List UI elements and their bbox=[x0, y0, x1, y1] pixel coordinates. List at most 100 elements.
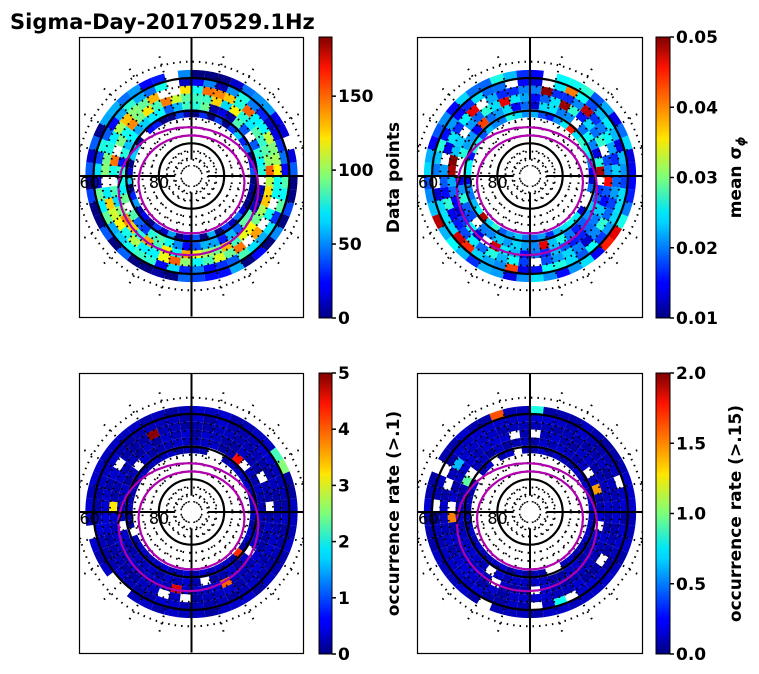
heatmap-cell bbox=[501, 573, 513, 585]
heatmap-cell bbox=[263, 221, 277, 236]
heatmap-cell bbox=[109, 501, 118, 512]
heatmap-cell bbox=[276, 549, 290, 566]
heatmap-cell bbox=[555, 107, 568, 119]
heatmap-cell bbox=[611, 176, 621, 188]
heatmap-cell bbox=[465, 545, 478, 558]
heatmap-cell bbox=[246, 98, 261, 113]
heatmap-cell bbox=[518, 85, 530, 95]
heatmap-cell bbox=[510, 576, 522, 586]
heatmap-cell bbox=[154, 107, 166, 119]
heatmap-cell bbox=[113, 567, 128, 582]
heatmap-cell bbox=[104, 141, 116, 155]
heatmap-cell bbox=[191, 242, 202, 251]
heatmap-cell bbox=[200, 438, 211, 448]
heatmap-cell bbox=[269, 225, 284, 241]
heatmap-cell bbox=[448, 154, 458, 167]
heatmap-cell bbox=[119, 529, 130, 541]
heatmap-cell bbox=[179, 85, 192, 95]
heatmap-cell bbox=[427, 135, 440, 151]
heatmap-cell bbox=[599, 571, 615, 588]
heatmap-cell bbox=[431, 512, 441, 525]
heatmap-cell bbox=[479, 440, 493, 453]
heatmap-cell bbox=[127, 104, 142, 118]
heatmap-cell bbox=[181, 101, 192, 110]
heatmap-cell bbox=[260, 100, 276, 117]
heatmap-cell bbox=[251, 581, 267, 597]
heatmap-cell bbox=[200, 102, 211, 112]
heatmap-cell bbox=[446, 466, 459, 481]
heatmap-cell bbox=[585, 575, 600, 590]
heatmap-cell bbox=[599, 436, 615, 453]
heatmap-cell bbox=[109, 521, 120, 534]
heatmap-cell bbox=[575, 426, 590, 441]
heatmap-cell bbox=[452, 106, 467, 121]
heatmap-cell bbox=[119, 112, 134, 126]
heatmap-cell bbox=[107, 235, 123, 252]
heatmap-cell bbox=[232, 241, 247, 255]
heatmap-cell bbox=[551, 252, 565, 264]
heatmap-cell bbox=[538, 102, 550, 112]
heatmap-cell bbox=[223, 583, 237, 596]
auroral-oval-equatorward bbox=[455, 126, 599, 257]
heatmap-cell bbox=[587, 474, 599, 487]
heatmap-cell bbox=[232, 433, 247, 447]
heatmap-cell bbox=[210, 96, 224, 108]
heatmap-cell bbox=[519, 93, 530, 103]
heatmap-cell bbox=[530, 421, 542, 431]
heatmap-cell bbox=[113, 106, 128, 121]
heatmap-cell bbox=[191, 405, 206, 415]
heatmap-cell bbox=[269, 561, 284, 577]
heatmap-cell bbox=[228, 440, 242, 453]
heatmap-cell bbox=[599, 235, 615, 252]
heatmap-cell bbox=[530, 242, 540, 251]
heatmap-cell bbox=[260, 144, 272, 157]
heatmap-cell bbox=[263, 490, 274, 503]
heatmap-cell bbox=[588, 448, 602, 462]
heatmap-cell bbox=[111, 480, 123, 493]
heatmap-cell bbox=[539, 430, 552, 440]
colorbar-tick-label: 0.03 bbox=[676, 169, 718, 189]
heatmap-cell bbox=[288, 162, 298, 176]
heatmap-cell bbox=[262, 130, 275, 145]
heatmap-cell bbox=[498, 432, 511, 444]
heatmap-cell bbox=[451, 120, 465, 135]
heatmap-cell bbox=[191, 593, 204, 603]
heatmap-cell bbox=[265, 176, 274, 187]
colorbar-tick-label: 0.5 bbox=[676, 575, 706, 595]
heatmap-cell bbox=[106, 116, 120, 131]
heatmap-cell bbox=[561, 583, 576, 596]
heatmap-cell bbox=[596, 502, 605, 512]
heatmap-cell bbox=[588, 226, 602, 240]
heatmap-cell bbox=[172, 576, 183, 586]
heatmap-cell bbox=[448, 185, 458, 198]
heatmap-cell bbox=[596, 166, 605, 176]
heatmap-cell bbox=[119, 147, 130, 159]
heatmap-cell bbox=[113, 217, 127, 232]
heatmap-cell bbox=[454, 245, 471, 261]
heatmap-cell bbox=[563, 447, 576, 460]
heatmap-cell bbox=[263, 185, 274, 198]
heatmap-cell bbox=[506, 255, 520, 266]
heatmap-cell bbox=[438, 561, 453, 577]
heatmap-cell bbox=[549, 432, 562, 444]
heatmap-cell bbox=[567, 413, 584, 427]
heatmap-cell bbox=[508, 94, 521, 104]
heatmap-cell bbox=[589, 461, 602, 475]
colorbar-label: occurrence rate (>.1) bbox=[384, 411, 404, 616]
heatmap-cell bbox=[495, 252, 509, 264]
heatmap-cell bbox=[620, 537, 633, 553]
heatmap-cell bbox=[255, 231, 270, 246]
heatmap-cell bbox=[241, 440, 256, 454]
heatmap-cell bbox=[465, 420, 481, 435]
heatmap-cell bbox=[106, 557, 120, 572]
heatmap-cell bbox=[113, 231, 128, 246]
heatmap-cell bbox=[113, 120, 127, 135]
colorbar-tick-label: 1.0 bbox=[676, 505, 706, 525]
heatmap-cell bbox=[126, 130, 139, 143]
heatmap-cell bbox=[93, 549, 107, 566]
heatmap-cell bbox=[224, 564, 237, 577]
heatmap-cell bbox=[138, 261, 154, 275]
heatmap-cell bbox=[150, 73, 167, 86]
auroral-oval-equatorward bbox=[117, 126, 260, 257]
heatmap-cell bbox=[530, 273, 544, 283]
